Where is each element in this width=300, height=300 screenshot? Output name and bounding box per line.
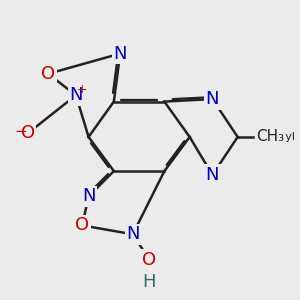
- Text: CH₃: CH₃: [256, 130, 284, 145]
- Text: N: N: [82, 188, 95, 206]
- Text: methyl: methyl: [256, 132, 295, 142]
- Text: O: O: [21, 124, 35, 142]
- Text: O: O: [142, 250, 156, 268]
- Text: −: −: [15, 124, 27, 139]
- Text: N: N: [206, 90, 219, 108]
- Text: +: +: [77, 83, 87, 96]
- Text: N: N: [126, 225, 140, 243]
- Text: H: H: [142, 273, 156, 291]
- Text: N: N: [69, 86, 83, 104]
- Text: N: N: [113, 45, 127, 63]
- Text: N: N: [206, 166, 219, 184]
- Text: O: O: [75, 216, 89, 234]
- Text: O: O: [41, 65, 55, 83]
